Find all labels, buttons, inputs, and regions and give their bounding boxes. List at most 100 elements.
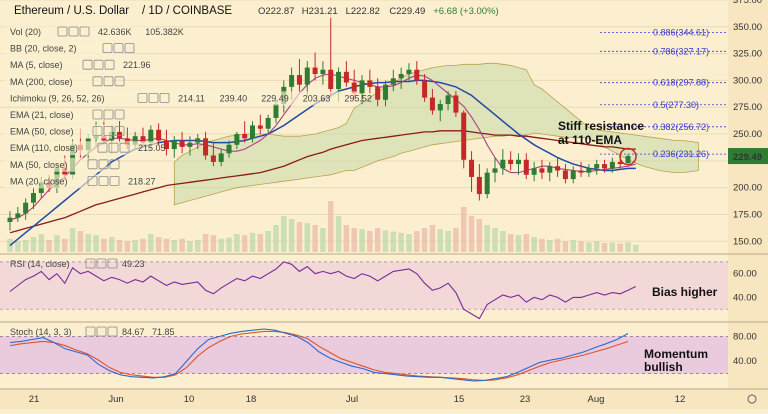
indicator-bg: [4, 124, 112, 139]
candle-body: [171, 140, 177, 150]
ohlc-value: L222.82: [346, 6, 380, 17]
volume-bar: [54, 235, 60, 252]
candle-body: [429, 97, 435, 111]
stoch-tick-label: 40.00: [733, 356, 757, 367]
indicator-bg: [4, 41, 123, 56]
indicator-settings-icon: [98, 175, 109, 186]
indicator-settings-icon: [87, 175, 98, 186]
candle-body: [390, 78, 396, 85]
volume-bar: [195, 240, 201, 252]
indicator-settings-icon: [109, 175, 120, 186]
candle-body: [539, 168, 545, 173]
indicator-settings-icon: [103, 109, 114, 120]
indicator-bg: [4, 74, 112, 89]
y-tick-label: 200.00: [733, 183, 762, 194]
volume-bar: [437, 229, 443, 252]
volume-bar: [108, 237, 115, 252]
volume-bar: [30, 237, 37, 252]
rsi-annotation: Bias higher: [652, 285, 718, 299]
volume-bar: [492, 228, 498, 252]
y-tick-label: 250.00: [733, 129, 762, 140]
volume-bar: [398, 232, 404, 252]
x-tick-label: Aug: [588, 394, 605, 405]
candle-body: [163, 140, 169, 150]
indicator-value: 218.27: [128, 176, 156, 186]
volume-bar: [234, 234, 240, 252]
volume-bar: [304, 223, 311, 252]
annotation-text: at 110-EMA: [558, 133, 622, 147]
volume-bar: [163, 238, 170, 252]
indicator-settings-icon: [137, 93, 148, 103]
candle-body: [453, 95, 459, 113]
rsi-value: 49.23: [122, 259, 145, 269]
indicator-settings-icon: [92, 109, 103, 120]
indicator-settings-icon: [108, 142, 119, 153]
indicator-bg: [4, 108, 112, 122]
indicator-label: Vol (20): [10, 27, 41, 37]
indicator-settings-icon: [68, 26, 79, 37]
indicator-settings-icon: [87, 159, 98, 170]
x-tick-label: 12: [675, 394, 686, 405]
indicator-value: 42.636K: [98, 27, 132, 37]
candle-body: [492, 168, 498, 173]
volume-bar: [116, 240, 123, 252]
stoch-settings-icon: [107, 326, 118, 337]
header-meta: / 1D / COINBASE: [142, 5, 232, 17]
volume-bar: [257, 234, 264, 252]
time-axis-strip: [0, 389, 768, 409]
indicator-label: EMA (21, close): [10, 110, 74, 120]
ohlc-value: C229.49: [389, 6, 425, 17]
candle-body: [351, 82, 357, 94]
candle-body: [594, 164, 600, 169]
volume-bar: [531, 237, 537, 252]
volume-bar: [140, 238, 146, 252]
candle-body: [187, 142, 193, 147]
indicator-settings-icon: [92, 126, 103, 136]
indicator-settings-icon: [102, 43, 113, 53]
indicator-label: EMA (110, close): [10, 143, 78, 153]
volume-bar: [288, 219, 295, 252]
candle-body: [289, 75, 295, 87]
x-tick-label: 23: [520, 394, 531, 405]
candle-body: [382, 84, 388, 100]
volume-bar: [320, 228, 326, 252]
candle-body: [445, 95, 451, 105]
volume-bar: [515, 235, 522, 252]
ema110-line: [9, 130, 636, 234]
indicator-value: 221.96: [123, 60, 151, 70]
volume-bar: [429, 225, 436, 252]
y-tick-label: 175.00: [733, 209, 762, 220]
candle-body: [234, 134, 240, 145]
candle-body: [484, 172, 490, 195]
candle-body: [265, 117, 271, 129]
candle-body: [273, 104, 279, 118]
last-price-tag: [728, 148, 768, 165]
annotation-text: Stiff resistance: [558, 119, 644, 133]
candle-body: [617, 161, 623, 165]
candle-body: [578, 170, 584, 173]
volume-bar: [586, 242, 592, 252]
candle-body: [179, 140, 185, 147]
volume-bar: [226, 237, 232, 252]
candle-body: [156, 129, 162, 141]
candle-body: [30, 193, 36, 203]
indicator-settings-icon: [103, 76, 114, 87]
volume-bar: [281, 216, 287, 252]
x-tick-label: 10: [184, 394, 195, 405]
volume-bar: [202, 234, 209, 252]
indicator-value: 203.63: [303, 93, 331, 103]
fib-level-label: 0.5(277.30): [653, 100, 699, 110]
candle-body: [210, 155, 216, 162]
stoch-label: Stoch (14, 3, 3): [10, 327, 72, 337]
volume-bar: [625, 242, 631, 252]
y-tick-label: 375.00: [733, 0, 762, 6]
indicator-settings-icon: [93, 59, 104, 70]
indicator-settings-icon: [92, 76, 103, 87]
indicator-label: Ichimoku (9, 26, 52, 26): [10, 93, 105, 103]
header-bg: [0, 2, 430, 18]
highlight-circle: [619, 147, 637, 166]
volume-bar: [38, 234, 45, 252]
rsi-settings-icon: [96, 258, 107, 269]
indicator-settings-icon: [159, 93, 170, 103]
